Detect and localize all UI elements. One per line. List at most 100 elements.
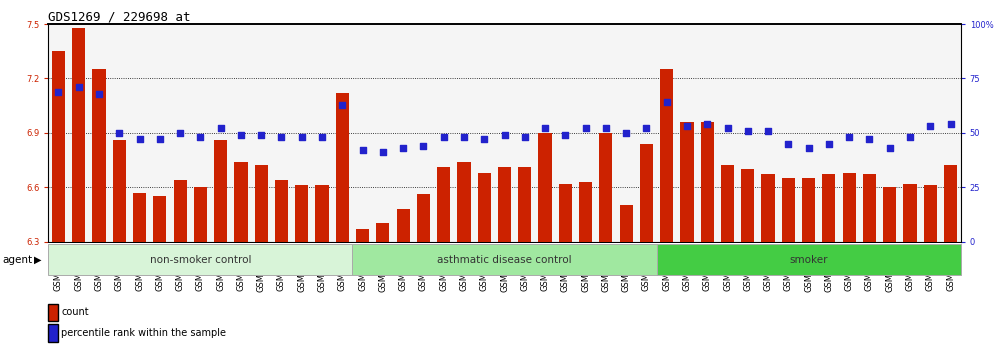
Point: [314, 135, 330, 140]
Bar: [883, 187, 896, 241]
Point: [699, 121, 715, 127]
Point: [334, 102, 350, 107]
Text: smoker: smoker: [789, 255, 828, 265]
Bar: [761, 175, 774, 241]
Point: [578, 126, 594, 131]
Bar: [559, 184, 572, 242]
Text: agent: agent: [2, 255, 32, 265]
Point: [780, 141, 797, 146]
Bar: [477, 173, 490, 242]
Point: [152, 137, 168, 142]
Point: [70, 85, 87, 90]
Point: [274, 135, 290, 140]
Point: [476, 137, 492, 142]
Point: [719, 126, 735, 131]
Point: [902, 135, 918, 140]
Point: [882, 145, 898, 151]
Point: [212, 126, 229, 131]
Bar: [863, 175, 876, 241]
Point: [436, 135, 452, 140]
Bar: [903, 184, 916, 242]
Bar: [295, 185, 308, 242]
Bar: [437, 167, 450, 241]
Text: GDS1269 / 229698_at: GDS1269 / 229698_at: [48, 10, 191, 23]
Bar: [52, 51, 65, 241]
Bar: [335, 93, 348, 241]
Point: [638, 126, 655, 131]
Point: [841, 135, 857, 140]
Bar: [214, 140, 228, 242]
Point: [496, 132, 513, 138]
Point: [943, 121, 959, 127]
FancyBboxPatch shape: [352, 244, 657, 275]
Text: asthmatic disease control: asthmatic disease control: [437, 255, 572, 265]
Point: [922, 124, 939, 129]
Text: count: count: [61, 307, 89, 317]
Text: percentile rank within the sample: percentile rank within the sample: [61, 328, 227, 338]
Bar: [235, 162, 248, 241]
Bar: [802, 178, 816, 242]
Bar: [619, 205, 632, 241]
Point: [456, 135, 472, 140]
Point: [395, 145, 411, 151]
Bar: [781, 178, 795, 242]
Bar: [356, 229, 370, 242]
Point: [618, 130, 634, 136]
Point: [557, 132, 573, 138]
Bar: [93, 69, 106, 241]
Bar: [721, 166, 734, 242]
FancyBboxPatch shape: [657, 244, 961, 275]
Point: [91, 91, 107, 97]
Point: [50, 89, 66, 94]
Bar: [639, 144, 653, 241]
Point: [172, 130, 188, 136]
Bar: [133, 193, 146, 242]
Point: [679, 124, 695, 129]
Bar: [681, 122, 694, 242]
Bar: [539, 133, 552, 242]
Bar: [497, 167, 512, 241]
Point: [375, 150, 391, 155]
Point: [821, 141, 837, 146]
Point: [294, 135, 310, 140]
Bar: [741, 169, 754, 241]
Bar: [113, 140, 126, 242]
Point: [659, 100, 675, 105]
Point: [740, 128, 756, 134]
Point: [537, 126, 553, 131]
Bar: [923, 185, 937, 242]
FancyBboxPatch shape: [48, 244, 352, 275]
Bar: [417, 195, 430, 242]
Point: [111, 130, 127, 136]
Bar: [73, 28, 86, 242]
Bar: [843, 173, 856, 242]
Bar: [315, 185, 328, 242]
Bar: [519, 167, 532, 241]
Point: [354, 147, 371, 153]
Point: [598, 126, 614, 131]
Bar: [397, 209, 410, 242]
Point: [233, 132, 249, 138]
Bar: [193, 187, 207, 241]
Bar: [823, 175, 836, 241]
Point: [192, 135, 208, 140]
Bar: [255, 166, 268, 242]
Text: non-smoker control: non-smoker control: [150, 255, 251, 265]
Bar: [173, 180, 186, 241]
Point: [517, 135, 533, 140]
Bar: [579, 182, 592, 241]
Text: ▶: ▶: [34, 255, 41, 265]
Bar: [377, 223, 390, 241]
Bar: [661, 69, 674, 241]
Bar: [599, 133, 612, 242]
Point: [760, 128, 776, 134]
Bar: [153, 196, 166, 241]
Point: [253, 132, 269, 138]
Point: [861, 137, 877, 142]
Bar: [944, 166, 957, 242]
Point: [132, 137, 148, 142]
Point: [415, 143, 431, 149]
Point: [801, 145, 817, 151]
Bar: [701, 122, 714, 242]
Bar: [275, 180, 288, 241]
